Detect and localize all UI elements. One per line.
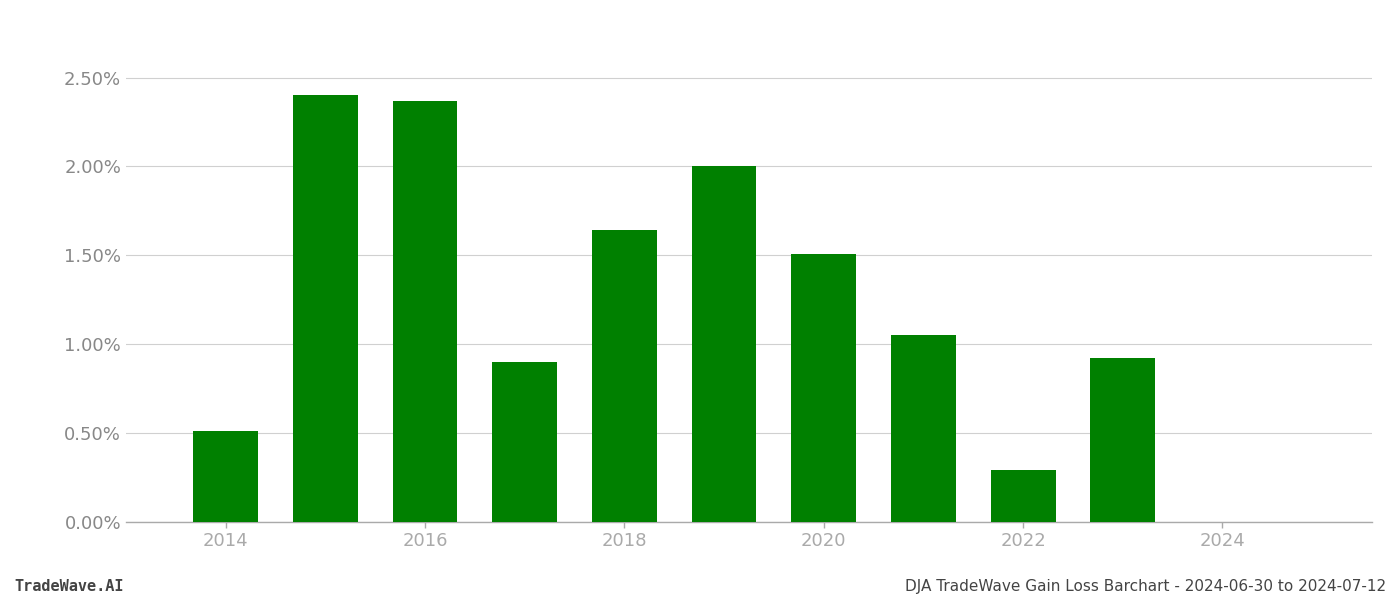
Text: DJA TradeWave Gain Loss Barchart - 2024-06-30 to 2024-07-12: DJA TradeWave Gain Loss Barchart - 2024-… <box>904 579 1386 594</box>
Bar <box>791 254 857 522</box>
Bar <box>592 230 657 522</box>
Bar <box>890 335 956 522</box>
Bar <box>193 431 258 522</box>
Text: TradeWave.AI: TradeWave.AI <box>14 579 123 594</box>
Bar <box>493 362 557 522</box>
Bar <box>392 101 458 522</box>
Bar <box>991 470 1056 522</box>
Bar <box>1091 358 1155 522</box>
Bar <box>692 166 756 522</box>
Bar <box>293 95 358 522</box>
